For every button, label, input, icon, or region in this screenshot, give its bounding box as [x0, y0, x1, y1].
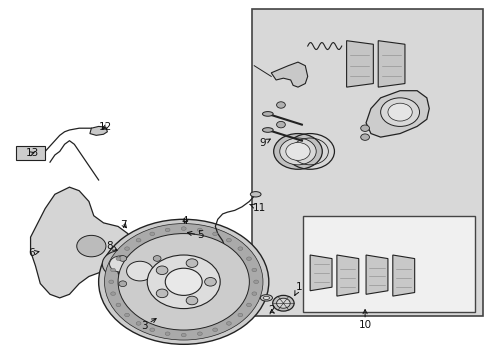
Circle shape — [226, 321, 231, 325]
Polygon shape — [30, 187, 132, 298]
Ellipse shape — [263, 296, 269, 300]
Circle shape — [136, 321, 141, 325]
Circle shape — [104, 224, 263, 340]
Ellipse shape — [279, 138, 316, 165]
Text: 13: 13 — [25, 148, 39, 158]
Text: 3: 3 — [141, 319, 156, 331]
Polygon shape — [309, 255, 331, 291]
Circle shape — [136, 238, 141, 242]
Ellipse shape — [126, 261, 153, 281]
Polygon shape — [366, 91, 428, 137]
Text: 8: 8 — [106, 241, 117, 251]
Polygon shape — [90, 126, 107, 135]
Polygon shape — [377, 41, 404, 87]
Circle shape — [153, 281, 161, 287]
Circle shape — [77, 235, 106, 257]
Circle shape — [186, 259, 198, 267]
Circle shape — [360, 125, 369, 131]
Polygon shape — [366, 255, 387, 294]
Circle shape — [360, 134, 369, 140]
Text: 4: 4 — [182, 216, 188, 226]
FancyBboxPatch shape — [251, 9, 482, 316]
Polygon shape — [271, 62, 307, 87]
Circle shape — [110, 268, 115, 272]
Circle shape — [165, 228, 170, 232]
Circle shape — [109, 280, 114, 284]
Polygon shape — [392, 255, 414, 296]
Circle shape — [251, 268, 256, 272]
Circle shape — [276, 102, 285, 108]
Circle shape — [253, 280, 258, 284]
Circle shape — [116, 303, 121, 307]
Circle shape — [156, 289, 167, 298]
Text: 7: 7 — [121, 220, 127, 230]
Text: 11: 11 — [249, 203, 265, 213]
Circle shape — [119, 281, 126, 287]
Circle shape — [165, 332, 170, 336]
Polygon shape — [346, 41, 372, 87]
Text: 6: 6 — [29, 248, 39, 258]
Ellipse shape — [109, 256, 131, 272]
Ellipse shape — [273, 134, 322, 169]
Circle shape — [124, 313, 129, 317]
Circle shape — [387, 103, 411, 121]
Text: 12: 12 — [99, 122, 112, 132]
Circle shape — [156, 266, 167, 275]
Circle shape — [238, 313, 243, 317]
Ellipse shape — [285, 143, 309, 160]
Circle shape — [276, 298, 289, 308]
Circle shape — [212, 232, 217, 236]
Circle shape — [212, 328, 217, 332]
Circle shape — [226, 238, 231, 242]
Circle shape — [272, 296, 293, 311]
Circle shape — [165, 268, 202, 296]
Ellipse shape — [262, 112, 273, 116]
Circle shape — [380, 98, 419, 126]
Circle shape — [153, 256, 161, 261]
Polygon shape — [336, 255, 358, 296]
Text: 9: 9 — [259, 138, 270, 148]
Circle shape — [246, 303, 251, 307]
Ellipse shape — [118, 255, 162, 287]
Circle shape — [119, 256, 126, 261]
Circle shape — [246, 257, 251, 261]
Circle shape — [251, 292, 256, 296]
Circle shape — [124, 247, 129, 251]
Circle shape — [197, 228, 202, 232]
Text: 5: 5 — [187, 230, 203, 240]
Bar — [302, 216, 474, 312]
Circle shape — [204, 278, 216, 286]
Circle shape — [147, 255, 220, 309]
Text: 1: 1 — [294, 282, 302, 295]
Circle shape — [116, 257, 121, 261]
Text: 2: 2 — [268, 305, 274, 315]
Circle shape — [276, 121, 285, 128]
Ellipse shape — [262, 128, 273, 132]
Circle shape — [181, 227, 186, 230]
Ellipse shape — [250, 192, 261, 197]
Circle shape — [149, 232, 154, 236]
Circle shape — [186, 296, 198, 305]
Circle shape — [99, 219, 268, 344]
Text: 10: 10 — [358, 310, 371, 330]
Circle shape — [110, 292, 115, 296]
Circle shape — [197, 332, 202, 336]
Ellipse shape — [102, 251, 139, 277]
Circle shape — [238, 247, 243, 251]
Bar — [16, 146, 45, 160]
Circle shape — [118, 234, 249, 330]
Circle shape — [181, 333, 186, 337]
Circle shape — [149, 328, 154, 332]
Ellipse shape — [260, 295, 272, 301]
